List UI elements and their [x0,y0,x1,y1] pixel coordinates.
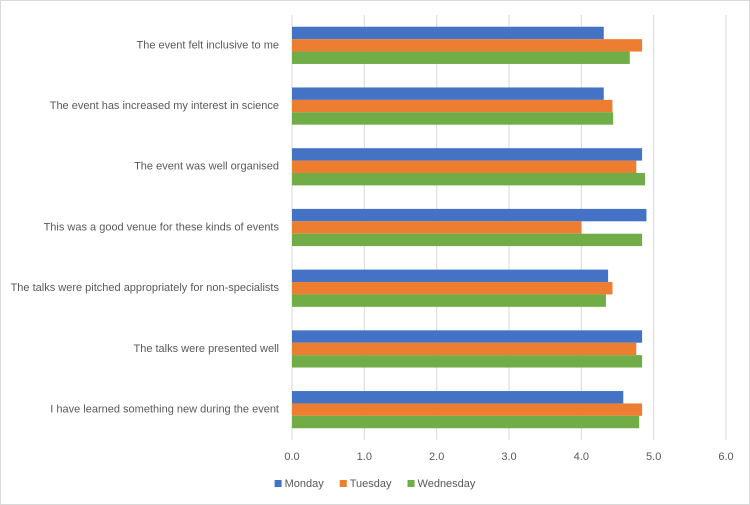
bar [292,342,637,356]
y-tick-label: The event was well organised [134,161,279,173]
y-tick-label: The talks were presented well [133,343,279,355]
legend: Monday Tuesday Wednesday [274,478,476,490]
bar [292,221,582,234]
bar [292,99,613,113]
bar [292,355,643,368]
x-tick-label: 5.0 [646,451,661,463]
bar [292,415,640,429]
bar [292,282,613,295]
x-tick-label: 3.0 [501,451,516,463]
bar [292,403,643,416]
bar [292,51,630,64]
bar [292,87,604,100]
legend-label: Wednesday [418,478,476,490]
y-tick-label: The event has increased my interest in s… [50,100,279,112]
bar [292,391,624,404]
x-tick-label: 6.0 [718,451,733,463]
y-tick-label: I have learned something new during the … [50,404,279,416]
legend-label: Monday [285,478,325,490]
legend-swatch [274,480,282,487]
bar [292,172,645,186]
bar [292,148,643,161]
bar [292,160,637,173]
x-tick-label: 1.0 [357,451,372,463]
bar [292,233,643,247]
bar [292,26,604,40]
y-tick-label: The event felt inclusive to me [137,39,279,51]
bar [292,39,643,52]
bar [292,330,643,343]
legend-swatch [339,480,347,487]
y-tick-label: This was a good venue for these kinds of… [44,221,280,233]
x-tick-label: 0.0 [284,451,299,463]
legend-label: Tuesday [350,478,392,490]
legend-swatch [407,480,415,487]
bar [292,294,606,307]
bar [292,269,609,283]
x-tick-label: 2.0 [429,451,444,463]
bar [292,112,614,125]
x-tick-label: 4.0 [574,451,589,463]
y-tick-label: The talks were pitched appropriately for… [11,282,280,294]
bar [292,208,647,222]
